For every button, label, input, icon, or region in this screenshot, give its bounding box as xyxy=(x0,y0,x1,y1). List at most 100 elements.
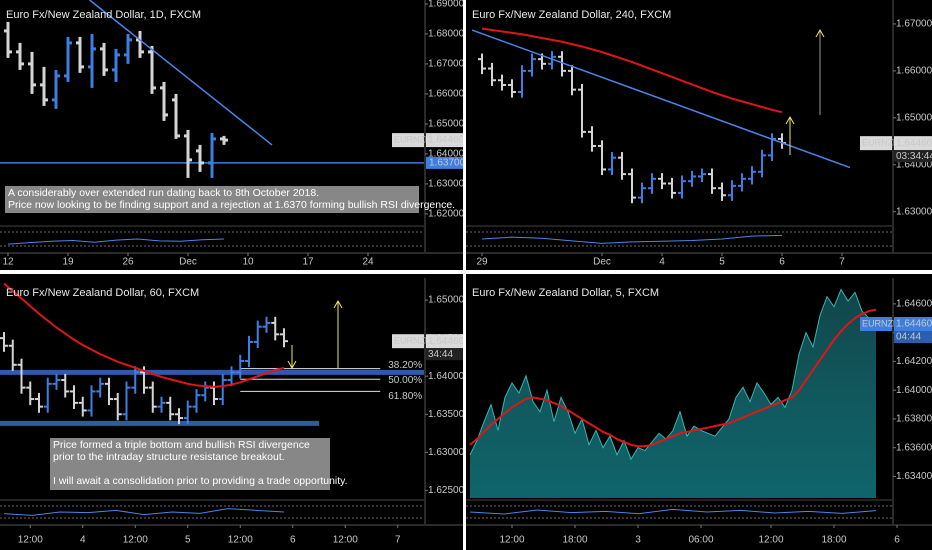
x-tick-label: 6 xyxy=(290,535,296,546)
drawings xyxy=(287,28,825,370)
x-tick-label: 12:00 xyxy=(499,535,524,546)
price-tag xyxy=(426,133,464,148)
x-tick-label: 4 xyxy=(659,257,665,268)
x-tick-label: 12:00 xyxy=(18,535,43,546)
annotation-text: prior to the intraday structure resistan… xyxy=(53,451,285,463)
plot-area xyxy=(0,0,424,178)
x-tick-label: 6 xyxy=(894,535,900,546)
annotation-box xyxy=(5,186,419,213)
y-tick-label: 1.63400 xyxy=(896,471,932,482)
y-tick-label: 1.63000 xyxy=(428,447,465,458)
chart-title: Euro Fx/New Zealand Dollar, 1D, FXCM xyxy=(6,9,201,21)
moving-average xyxy=(469,308,877,448)
rsi-line xyxy=(3,508,285,516)
x-tick-label: Dec xyxy=(593,257,611,268)
x-tick-label: 18:00 xyxy=(821,535,846,546)
price-label: 1.64460 xyxy=(428,336,465,347)
y-tick-label: 1.64600 xyxy=(896,299,932,310)
symbol-tag xyxy=(860,317,892,332)
x-tick-label: 24 xyxy=(362,257,374,268)
y-tick-label: 1.69000 xyxy=(428,0,465,10)
x-tick-label: Dec xyxy=(179,257,197,268)
symbol-tag xyxy=(392,133,424,148)
chart-panel: 1.650001.645001.640001.635001.630001.625… xyxy=(0,278,465,546)
symbol-label: EURNZD xyxy=(394,336,432,346)
x-tick-label: 12:00 xyxy=(228,535,253,546)
x-tick-label: 12:00 xyxy=(123,535,148,546)
plot-area xyxy=(0,282,424,426)
price-label: 1.64460 xyxy=(428,135,465,146)
price-tag xyxy=(894,136,932,151)
fib-label: 38.20% xyxy=(388,360,422,371)
x-tick-label: 26 xyxy=(122,257,134,268)
chart-panel: 1.646001.644001.642001.640001.638001.636… xyxy=(466,278,932,546)
y-tick-label: 1.67000 xyxy=(896,19,932,30)
x-tick-label: 06:00 xyxy=(688,535,713,546)
x-tick-label: 12:00 xyxy=(333,535,358,546)
chart-title: Euro Fx/New Zealand Dollar, 5, FXCM xyxy=(472,287,659,299)
countdown-label: 34:44 xyxy=(428,349,453,360)
y-tick-label: 1.63500 xyxy=(428,409,465,420)
chart-title: Euro Fx/New Zealand Dollar, 60, FXCM xyxy=(6,287,199,299)
y-tick-label: 1.65000 xyxy=(428,119,465,130)
y-tick-label: 1.63600 xyxy=(896,442,932,453)
y-tick-label: 1.62500 xyxy=(428,485,465,496)
annotation-text: A considerably over extended run dating … xyxy=(8,187,319,199)
price-tag xyxy=(894,317,932,332)
annotation-text: I will await a consolidation prior to pr… xyxy=(53,475,348,487)
y-tick-label: 1.63000 xyxy=(896,206,932,217)
arrow-head xyxy=(333,299,343,309)
x-tick-label: 4 xyxy=(80,535,86,546)
rsi-line xyxy=(469,508,877,515)
x-tick-label: 19 xyxy=(62,257,74,268)
x-tick-label: 6 xyxy=(779,257,785,268)
chart-panel: 1.67000 1.66000 1.65000 1.64000 1.63000 29 Dec… xyxy=(466,0,932,268)
symbol-label: EURNZD xyxy=(862,138,900,148)
countdown-label: 04:44 xyxy=(896,332,921,343)
rsi-line xyxy=(481,234,783,244)
symbol-label: EURNZD xyxy=(394,134,432,144)
y-tick-label: 1.64000 xyxy=(896,385,932,396)
area-line xyxy=(469,288,877,461)
y-tick-label: 1.63000 xyxy=(428,179,465,190)
y-tick-label: 1.64200 xyxy=(896,356,932,367)
moving-average xyxy=(3,282,285,388)
x-tick-label: 7 xyxy=(839,257,845,268)
x-tick-label: 5 xyxy=(185,535,191,546)
y-tick-label: 1.63800 xyxy=(896,414,932,425)
x-tick-label: 10 xyxy=(242,257,254,268)
x-tick-label: 29 xyxy=(476,257,488,268)
y-tick-label: 1.64000 xyxy=(428,371,465,382)
chart-panel: 1.69000 1.68000 1.67000 1.66000 1.65000 1.640… xyxy=(0,0,466,268)
arrow-head xyxy=(815,28,825,38)
y-tick-label: 1.68000 xyxy=(428,29,465,40)
y-tick-label: 1.64000 xyxy=(428,149,465,160)
y-tick-label: 1.66000 xyxy=(428,89,465,100)
fib-label: 50.00% xyxy=(388,375,422,386)
level-label: 1.63700 xyxy=(429,158,466,169)
trendline xyxy=(89,0,273,146)
symbol-tag xyxy=(860,136,892,151)
rsi-line xyxy=(7,238,225,245)
plot-area xyxy=(471,27,851,204)
fib-label: 61.80% xyxy=(388,391,422,402)
symbol-tag xyxy=(392,334,424,349)
x-tick-label: 12 xyxy=(2,257,14,268)
moving-average xyxy=(481,27,783,114)
countdown-tag xyxy=(894,150,932,163)
price-tag xyxy=(426,334,464,349)
y-tick-label: 1.65000 xyxy=(896,112,932,123)
divider xyxy=(463,0,466,550)
area xyxy=(470,289,876,498)
countdown-tag xyxy=(426,348,464,361)
x-tick-label: 7 xyxy=(395,535,401,546)
divider xyxy=(0,270,932,274)
price-label: 1.64460 xyxy=(896,138,932,149)
countdown-label: 03:34:44 xyxy=(896,151,932,162)
annotation-text: Price formed a triple bottom and bullish… xyxy=(53,439,310,451)
annotation-box xyxy=(50,438,330,490)
y-tick-label: 1.67000 xyxy=(428,59,465,70)
chart-title: Euro Fx/New Zealand Dollar, 240, FXCM xyxy=(472,9,671,21)
x-tick-label: 3 xyxy=(635,535,641,546)
